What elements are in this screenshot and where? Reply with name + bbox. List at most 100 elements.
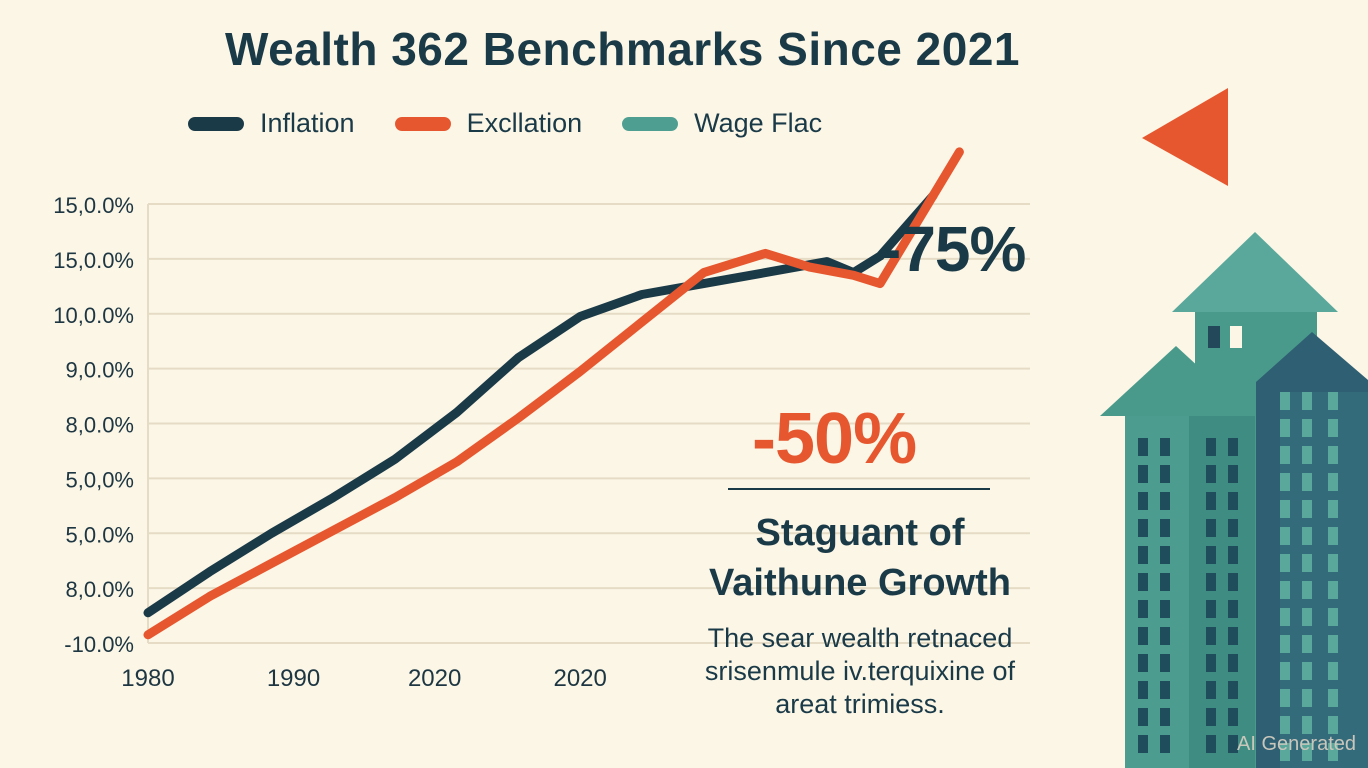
window (1328, 743, 1338, 761)
annotation-minus-75: -75% (880, 213, 1026, 285)
x-tick-label: 1980 (121, 665, 174, 692)
window (1138, 465, 1148, 483)
window (1138, 519, 1148, 537)
window (1160, 600, 1170, 618)
window (1328, 419, 1338, 437)
window (1160, 465, 1170, 483)
chart-title: Wealth 362 Benchmarks Since 2021 (224, 23, 1020, 75)
window (1328, 527, 1338, 545)
trend-arrow-icon (1142, 88, 1228, 186)
legend-swatch-excllation (394, 116, 451, 131)
window (1228, 573, 1238, 591)
window (1302, 446, 1312, 464)
city-buildings-illustration (1100, 232, 1368, 768)
window (1228, 438, 1238, 456)
window (1138, 546, 1148, 564)
window (1302, 419, 1312, 437)
window (1138, 735, 1148, 753)
annotation-heading-line-2: Vaithune Growth (709, 562, 1011, 604)
window (1328, 716, 1338, 734)
window (1228, 627, 1238, 645)
x-tick-label: 2020 (408, 665, 461, 692)
window (1328, 473, 1338, 491)
series-lines (143, 147, 964, 640)
window (1280, 581, 1290, 599)
window (1206, 465, 1216, 483)
y-tick-label: 15,0.0% (53, 248, 134, 273)
y-tick-label: -10.0% (64, 632, 134, 657)
window (1328, 689, 1338, 707)
window (1280, 689, 1290, 707)
window (1328, 635, 1338, 653)
legend-item-excllation: Excllation (394, 108, 583, 139)
annotation-body-line-1: The sear wealth retnaced (707, 623, 1013, 653)
annotation-body-line-2: srisenmule iv.terquixine of (704, 656, 1016, 686)
legend-label-excllation: Excllation (466, 108, 583, 138)
window (1302, 500, 1312, 518)
window (1206, 492, 1216, 510)
watermark: AI Generated (1237, 733, 1356, 755)
window (1228, 519, 1238, 537)
window (1228, 600, 1238, 618)
window (1328, 392, 1338, 410)
window (1302, 473, 1312, 491)
window (1138, 600, 1148, 618)
legend-item-wage-flac: Wage Flac (622, 108, 822, 139)
x-tick-label: 2020 (553, 665, 606, 692)
window (1280, 662, 1290, 680)
window (1280, 500, 1290, 518)
window (1228, 708, 1238, 726)
window (1302, 608, 1312, 626)
window (1302, 662, 1312, 680)
y-tick-label: 5,0.0% (66, 522, 135, 547)
window (1160, 519, 1170, 537)
y-tick-label: 8,0.0% (66, 413, 135, 438)
window (1328, 581, 1338, 599)
window (1160, 573, 1170, 591)
window (1206, 573, 1216, 591)
window (1228, 735, 1238, 753)
legend-label-inflation: Inflation (260, 108, 355, 138)
y-tick-label: 15,0.0% (53, 193, 134, 218)
window (1160, 546, 1170, 564)
x-tick-label: 1990 (267, 665, 320, 692)
window (1328, 554, 1338, 572)
window (1160, 492, 1170, 510)
window (1228, 681, 1238, 699)
window (1138, 654, 1148, 672)
window (1280, 473, 1290, 491)
window (1302, 581, 1312, 599)
window (1138, 627, 1148, 645)
window (1160, 627, 1170, 645)
window (1328, 662, 1338, 680)
window (1206, 600, 1216, 618)
window (1302, 689, 1312, 707)
window (1302, 527, 1312, 545)
chart-legend: Inflation Excllation Wage Flac (188, 108, 862, 139)
window (1206, 627, 1216, 645)
window (1160, 681, 1170, 699)
window (1302, 743, 1312, 761)
annotation-body: The sear wealth retnaced srisenmule iv.t… (660, 622, 1060, 721)
window (1206, 654, 1216, 672)
window (1228, 492, 1238, 510)
window (1206, 708, 1216, 726)
window (1228, 654, 1238, 672)
window (1302, 554, 1312, 572)
window (1280, 419, 1290, 437)
window (1328, 500, 1338, 518)
window (1280, 608, 1290, 626)
window (1280, 527, 1290, 545)
annotation-heading-line-1: Staguant of (755, 512, 965, 554)
window (1160, 735, 1170, 753)
window (1206, 519, 1216, 537)
window (1328, 608, 1338, 626)
x-axis-ticks: 1980 1990 2020 2020 (121, 665, 607, 692)
window (1302, 392, 1312, 410)
window (1280, 446, 1290, 464)
window (1280, 743, 1290, 761)
annotation-heading: Staguant of Vaithune Growth (660, 508, 1060, 608)
window (1206, 735, 1216, 753)
gridlines (147, 203, 1030, 644)
